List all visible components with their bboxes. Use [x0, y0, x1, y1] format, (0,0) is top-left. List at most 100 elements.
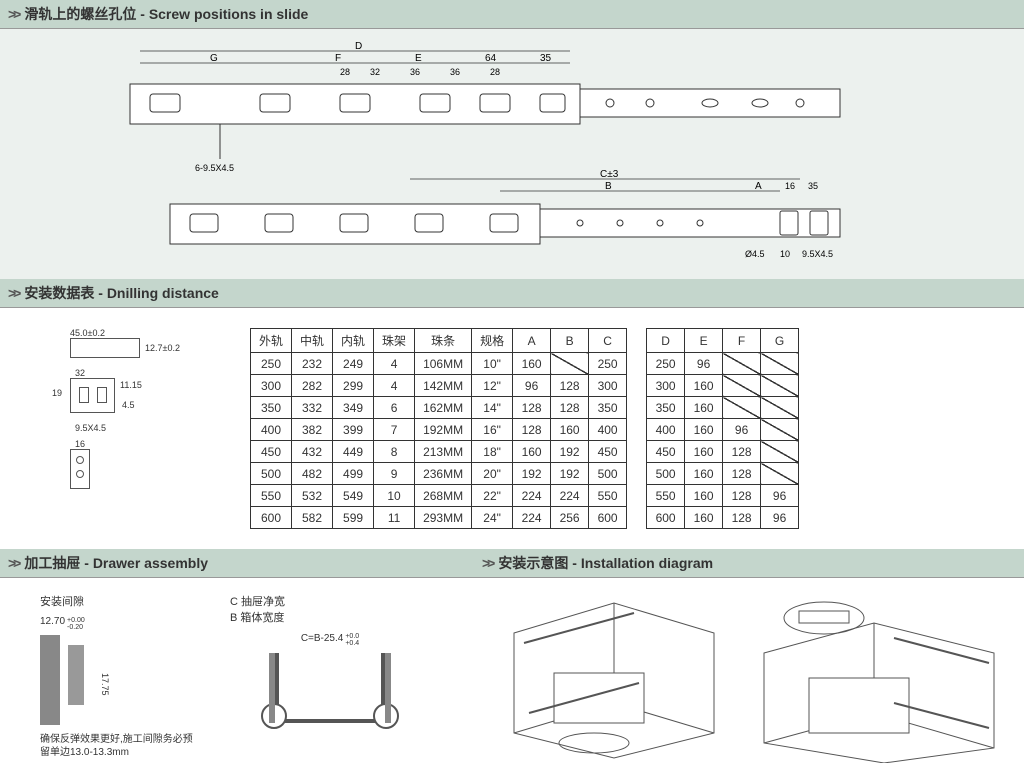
- table-cell: 432: [292, 441, 333, 463]
- dim-32: 32: [75, 368, 220, 378]
- chevron-icon: >>: [8, 555, 18, 571]
- dim-16: 16: [75, 439, 220, 449]
- table-cell: 128: [551, 375, 589, 397]
- table-cell: 96: [723, 419, 761, 441]
- table-cell: 12": [472, 375, 513, 397]
- table-cell: 128: [723, 485, 761, 507]
- svg-text:16: 16: [785, 181, 795, 191]
- note-695x45: 6-9.5X4.5: [195, 163, 234, 173]
- table-cell: 550: [647, 485, 685, 507]
- table-cell: 160: [685, 441, 723, 463]
- table-cell: 350: [589, 397, 627, 419]
- section-title-en: Dnilling distance: [107, 285, 219, 301]
- table-cell: 249: [333, 353, 374, 375]
- table-cell: 550: [251, 485, 292, 507]
- table-cell: [627, 419, 647, 441]
- drilling-content: 45.0±0.2 12.7±0.2 32 11.15 19 4.5 9.5X4.…: [0, 308, 1024, 549]
- table-cell: 128: [513, 419, 551, 441]
- install-diagram-1: [494, 593, 734, 763]
- svg-text:28: 28: [340, 67, 350, 77]
- legend-b: B 箱体宽度: [230, 609, 430, 625]
- table-cell: 96: [761, 485, 799, 507]
- table-header: 珠条: [415, 329, 472, 353]
- table-cell: 160: [513, 353, 551, 375]
- table-cell: 160: [685, 485, 723, 507]
- svg-text:64: 64: [485, 53, 497, 64]
- table-cell: [761, 441, 799, 463]
- section-title-zh: 安装示意图: [498, 553, 568, 573]
- section-title-en: Screw positions in slide: [149, 6, 308, 22]
- table-cell: 128: [723, 441, 761, 463]
- table-cell: 96: [761, 507, 799, 529]
- table-cell: 128: [723, 463, 761, 485]
- dim-45b: 4.5: [122, 400, 135, 410]
- table-cell: 250: [251, 353, 292, 375]
- table-cell: 160: [685, 375, 723, 397]
- table-cell: 22": [472, 485, 513, 507]
- dim-1270: 12.70: [40, 616, 65, 627]
- assembly-note: 确保反弹效果更好,施工间隙务必预留单边13.0-13.3mm: [40, 733, 200, 759]
- table-cell: 332: [292, 397, 333, 419]
- section-header-install: >> 安装示意图 - Installation diagram: [474, 549, 1024, 578]
- table-cell: 600: [647, 507, 685, 529]
- table-header: 内轨: [333, 329, 374, 353]
- drill-diagram-group: 45.0±0.2 12.7±0.2 32 11.15 19 4.5 9.5X4.…: [40, 328, 220, 529]
- table-cell: 128: [723, 507, 761, 529]
- section-title-en: Drawer assembly: [93, 555, 208, 571]
- install-diagram-2: [754, 593, 1004, 763]
- chevron-icon: >>: [482, 555, 492, 571]
- gap-label: 安装间隙: [40, 593, 200, 609]
- table-cell: 224: [513, 485, 551, 507]
- table-cell: 8: [374, 441, 415, 463]
- table-cell: [761, 375, 799, 397]
- table-cell: 300: [589, 375, 627, 397]
- table-header: 珠架: [374, 329, 415, 353]
- table-cell: 213MM: [415, 441, 472, 463]
- svg-text:10: 10: [780, 249, 790, 259]
- table-cell: [723, 353, 761, 375]
- table-cell: 282: [292, 375, 333, 397]
- table-cell: 450: [589, 441, 627, 463]
- table-cell: 449: [333, 441, 374, 463]
- table-cell: 599: [333, 507, 374, 529]
- legend-c: C 抽屉净宽: [230, 593, 430, 609]
- table-cell: 14": [472, 397, 513, 419]
- table-cell: 18": [472, 441, 513, 463]
- section-header-assembly: >> 加工抽屉 - Drawer assembly: [0, 549, 474, 578]
- table-cell: 600: [251, 507, 292, 529]
- table-cell: [723, 397, 761, 419]
- section-title-zh: 安装数据表: [24, 283, 94, 303]
- table-cell: 400: [251, 419, 292, 441]
- dim-1775: 17.75: [100, 673, 110, 696]
- table-cell: 450: [647, 441, 685, 463]
- table-cell: 293MM: [415, 507, 472, 529]
- svg-text:F: F: [335, 53, 341, 64]
- dim-1270-tol: +0.00 -0.20: [67, 617, 85, 631]
- table-cell: 160: [551, 419, 589, 441]
- dim-45: 45.0±0.2: [70, 328, 220, 338]
- svg-text:B: B: [605, 181, 612, 192]
- table-cell: 499: [333, 463, 374, 485]
- table-cell: [761, 353, 799, 375]
- table-cell: 500: [647, 463, 685, 485]
- table-cell: 192: [551, 463, 589, 485]
- table-cell: 160: [685, 507, 723, 529]
- svg-text:36: 36: [410, 67, 420, 77]
- table-cell: 160: [685, 463, 723, 485]
- section-title-en: Installation diagram: [581, 555, 713, 571]
- svg-text:32: 32: [370, 67, 380, 77]
- table-header: [627, 329, 647, 353]
- table-cell: 20": [472, 463, 513, 485]
- table-cell: [627, 397, 647, 419]
- table-cell: 4: [374, 375, 415, 397]
- table-cell: 6: [374, 397, 415, 419]
- table-cell: [761, 463, 799, 485]
- table-cell: 232: [292, 353, 333, 375]
- formula: C=B-25.4: [301, 633, 344, 647]
- table-header: C: [589, 329, 627, 353]
- table-header: A: [513, 329, 551, 353]
- install-content: [474, 578, 1024, 778]
- table-cell: 268MM: [415, 485, 472, 507]
- section-header-drilling: >> 安装数据表 - Dnilling distance: [0, 279, 1024, 308]
- table-cell: 300: [647, 375, 685, 397]
